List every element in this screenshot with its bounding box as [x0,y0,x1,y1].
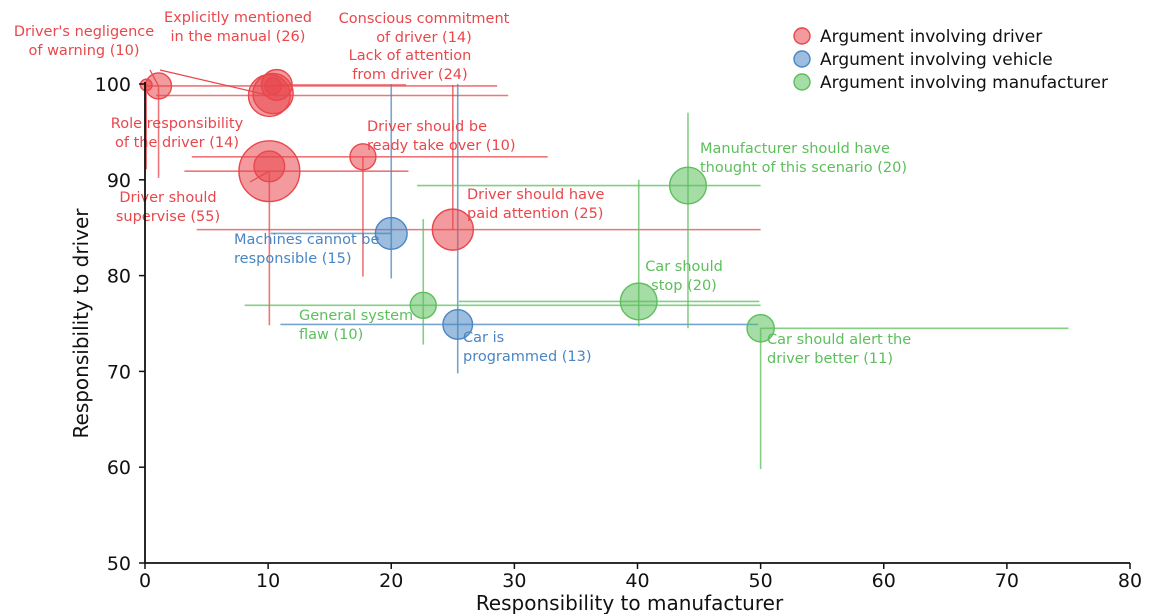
label-driver-7: Role responsibility of the driver (14) [111,116,244,151]
label-manufacturer-3-line-0: Car should alert the [767,332,911,348]
label-manufacturer-1-line-0: Car should [645,259,723,275]
label-driver-3: Conscious commitment of driver (14) [339,11,510,46]
x-tick-label-30: 30 [502,570,526,592]
label-driver-1-line-1: of warning (10) [28,43,139,59]
label-driver-9-line-0: Driver should have [467,187,605,203]
legend-label-manufacturer: Argument involving manufacturer [820,73,1108,93]
y-tick-label-80: 80 [107,266,131,288]
label-driver-4-line-1: in the manual (26) [171,29,306,45]
y-tick-label-60: 60 [107,457,131,479]
x-tick-label-50: 50 [749,570,773,592]
x-tick-label-40: 40 [625,570,649,592]
label-driver-8-line-1: supervise (55) [116,209,220,225]
point-driver-1 [144,72,173,100]
y-tick-label-50: 50 [107,553,131,575]
legend-label-vehicle: Argument involving vehicle [820,50,1053,70]
label-vehicle-1-line-1: programmed (13) [463,349,592,365]
legend-marker-manufacturer [793,73,811,91]
label-manufacturer-0-line-0: Manufacturer should have [700,141,890,157]
point-driver-9 [431,208,475,251]
label-driver-6-line-1: ready take over (10) [367,138,516,154]
label-driver-4: Explicitly mentioned in the manual (26) [164,10,312,45]
label-driver-9: Driver should have paid attention (25) [467,187,605,222]
point-driver-5 [252,72,294,115]
point-vehicle-1 [442,308,474,340]
label-vehicle-0: Machines cannot be responsible (15) [234,232,379,267]
y-tick-label-90: 90 [107,170,131,192]
x-tick-label-10: 10 [256,570,280,592]
x-tick-label-20: 20 [379,570,403,592]
point-manufacturer-1 [619,282,658,321]
label-driver-8: Driver should supervise (55) [116,190,220,225]
axes: 0 10 20 30 40 50 60 70 80 50 60 70 80 90 100 Responsibi… [69,74,1142,614]
x-tick-label-80: 80 [1118,570,1142,592]
label-manufacturer-2-line-1: flaw (10) [299,327,363,343]
x-tick-label-60: 60 [872,570,896,592]
point-manufacturer-0 [668,166,708,205]
label-vehicle-1: Car is programmed (13) [463,330,592,365]
label-manufacturer-3: Car should alert the driver better (11) [767,332,911,367]
label-driver-4-line-0: Explicitly mentioned [164,10,312,26]
point-labels: Driver's negligence of warning (10) Consci… [14,10,911,367]
label-driver-9-line-1: paid attention (25) [467,206,603,222]
label-driver-1-line-0: Driver's negligence [14,24,154,40]
label-manufacturer-0: Manufacturer should have thought of this … [700,141,907,176]
label-manufacturer-1-line-1: stop (20) [651,278,717,294]
label-manufacturer-2-line-0: General system [299,308,413,324]
legend-label-driver: Argument involving driver [820,27,1042,47]
label-driver-5-line-1: from driver (24) [352,67,467,83]
x-tick-label-70: 70 [995,570,1019,592]
label-driver-3-line-0: Conscious commitment [339,11,510,27]
y-tick-label-70: 70 [107,361,131,383]
label-manufacturer-2: General system flaw (10) [299,308,413,343]
point-driver-6 [349,143,377,171]
label-driver-6-line-0: Driver should be [367,119,487,135]
label-driver-7-line-1: of the driver (14) [115,135,239,151]
point-vehicle-0 [374,216,408,251]
label-driver-6: Driver should be ready take over (10) [367,119,516,154]
label-driver-3-line-1: of driver (14) [376,30,472,46]
label-vehicle-0-line-1: responsible (15) [234,251,352,267]
x-tick-label-0: 0 [139,570,151,592]
label-manufacturer-1: Car should stop (20) [645,259,723,294]
label-driver-5: Lack of attention from driver (24) [349,48,472,83]
point-manufacturer-2 [409,291,437,319]
label-driver-8-line-0: Driver should [119,190,216,206]
label-vehicle-1-line-0: Car is [463,330,504,346]
label-manufacturer-0-line-1: thought of this scenario (20) [700,160,907,176]
y-tick-label-100: 100 [95,74,131,96]
label-vehicle-0-line-0: Machines cannot be [234,232,379,248]
label-manufacturer-3-line-1: driver better (11) [767,351,893,367]
legend: Argument involving driver Argument involv… [793,27,1108,93]
point-driver-8 [238,140,301,203]
point-manufacturer-3 [746,313,775,343]
y-axis-label: Responsibility to driver [69,208,93,439]
label-driver-7-line-0: Role responsibility [111,116,244,132]
label-driver-1: Driver's negligence of warning (10) [14,24,154,59]
data-points [139,68,775,343]
error-bars [145,84,1069,470]
legend-marker-driver [793,27,811,45]
label-driver-5-line-0: Lack of attention [349,48,472,64]
x-axis-label: Responsibility to manufacturer [476,591,784,614]
legend-marker-vehicle [793,50,811,68]
